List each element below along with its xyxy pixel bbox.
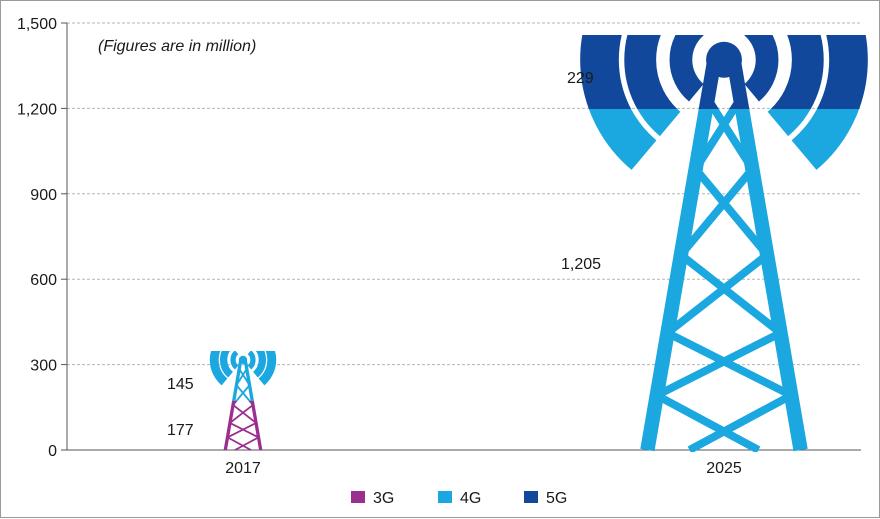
legend-label: 4G <box>460 490 481 507</box>
tower-brace <box>654 329 783 399</box>
tower-brace <box>235 384 251 401</box>
legend-swatch <box>351 491 365 503</box>
y-tick-label: 0 <box>48 443 57 460</box>
tower-brace <box>232 401 238 406</box>
tower-segment-4G <box>209 351 277 401</box>
legend-label: 5G <box>546 490 567 507</box>
tower-brace <box>687 391 794 452</box>
tower-segment-4G <box>588 109 860 452</box>
data-label: 145 <box>167 376 194 393</box>
radio-wave <box>770 35 824 109</box>
tower-brace <box>238 368 251 386</box>
figures-note: (Figures are in million) <box>98 38 256 55</box>
radio-wave <box>816 35 868 109</box>
legend-swatch <box>524 491 538 503</box>
tower-brace <box>665 329 794 399</box>
x-tick-label: 2025 <box>706 460 742 477</box>
data-label: 229 <box>567 70 594 87</box>
tower-brace <box>678 251 783 337</box>
y-tick-label: 900 <box>30 187 57 204</box>
tower-brace <box>654 391 761 452</box>
axes: 0 300 600 900 1,200 1,500 2017 2025 <box>17 16 861 477</box>
legend-item-3g: 3G <box>351 490 394 507</box>
legend-item-5g: 5G <box>524 490 567 507</box>
radio-wave <box>247 351 256 370</box>
radio-wave <box>209 351 228 386</box>
tower-brace <box>692 166 771 258</box>
radio-wave <box>637 109 681 137</box>
tower-brace <box>234 436 259 451</box>
tower-brace <box>709 109 756 172</box>
radio-wave <box>791 109 860 170</box>
tower-brace <box>692 109 739 172</box>
tower-marks <box>209 35 868 452</box>
legend: 3G 4G 5G <box>351 490 567 507</box>
tower-leg <box>243 359 254 401</box>
tower-hub <box>706 41 742 78</box>
tower-brace <box>235 368 248 386</box>
tower-brace <box>229 422 259 439</box>
tower-brace <box>248 401 254 406</box>
tower-leg <box>232 359 243 401</box>
radio-wave <box>588 109 657 170</box>
tower-hub <box>238 355 248 365</box>
y-tick-label: 1,200 <box>17 101 57 118</box>
tower-brace <box>229 404 254 424</box>
radio-wave <box>252 351 267 378</box>
y-tick-label: 600 <box>30 272 57 289</box>
tower-segment-3G <box>223 401 263 451</box>
legend-item-4g: 4G <box>438 490 481 507</box>
tower-brace <box>232 404 257 424</box>
y-tick-label: 300 <box>30 358 57 375</box>
data-label: 1,205 <box>561 256 601 273</box>
legend-label: 3G <box>373 490 394 507</box>
tower-brace <box>677 166 756 258</box>
tower-segment-5G <box>580 35 868 109</box>
x-tick-label: 2017 <box>225 460 261 477</box>
tower-brace <box>665 251 770 337</box>
radio-wave <box>219 351 234 378</box>
tower-brace <box>235 384 251 401</box>
radio-wave <box>580 35 632 109</box>
radio-wave <box>743 35 779 102</box>
y-tick-label: 1,500 <box>17 16 57 33</box>
radio-wave <box>669 35 705 102</box>
radio-wave <box>258 351 277 386</box>
data-label: 177 <box>167 422 194 439</box>
radio-wave <box>767 109 811 137</box>
radio-wave <box>230 351 239 370</box>
tower-brace <box>227 422 257 439</box>
labels: 177 145 1,205 229 <box>167 70 601 439</box>
tower-brace <box>227 436 252 451</box>
radio-wave <box>624 35 678 109</box>
legend-swatch <box>438 491 452 503</box>
